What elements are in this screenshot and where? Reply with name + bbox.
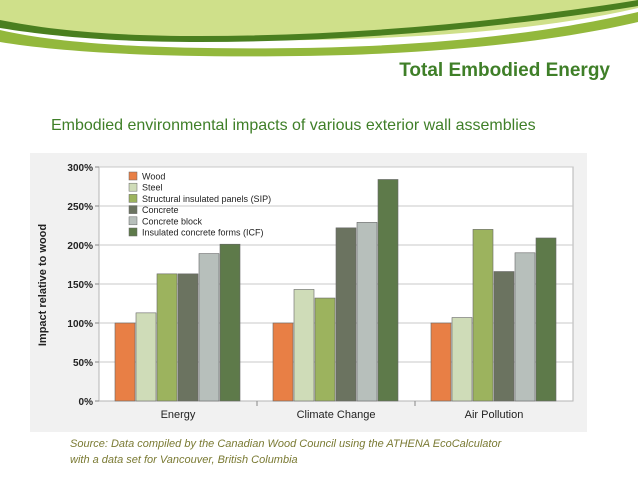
bars bbox=[114, 179, 557, 402]
legend-swatch bbox=[128, 205, 138, 214]
banner-dark-stripe bbox=[0, 0, 638, 42]
header-banner bbox=[0, 0, 638, 57]
bar-structural-insulated-panels-sip-0 bbox=[156, 273, 178, 402]
bar-concrete-block-2 bbox=[514, 252, 536, 402]
bar-concrete-block-1 bbox=[356, 222, 378, 402]
legend-label: Concrete block bbox=[142, 216, 203, 226]
axis-ticks: 0% 50% 100% 150% 200% 250% 300% Energy Climate C… bbox=[67, 163, 523, 421]
legend-label: Steel bbox=[142, 183, 163, 193]
y-tick-label: 50% bbox=[73, 358, 93, 369]
legend-swatch bbox=[128, 216, 138, 226]
bar-insulated-concrete-forms-icf-1 bbox=[377, 179, 399, 402]
y-tick-label: 200% bbox=[67, 241, 93, 252]
bar-insulated-concrete-forms-icf-0 bbox=[219, 243, 241, 402]
banner-mid-stripe bbox=[0, 12, 638, 57]
legend-swatch bbox=[128, 182, 138, 192]
bar-concrete-block-0 bbox=[198, 253, 220, 402]
bar-steel-0 bbox=[135, 312, 157, 402]
y-tick-label: 250% bbox=[67, 202, 93, 213]
bar-steel-2 bbox=[451, 317, 473, 402]
legend-swatch bbox=[128, 171, 138, 181]
legend-swatch bbox=[128, 227, 138, 237]
legend-label: Wood bbox=[142, 172, 165, 182]
x-category-label: Energy bbox=[161, 409, 196, 421]
legend-label: Concrete bbox=[142, 205, 179, 215]
slide-subtitle: Embodied environmental impacts of variou… bbox=[51, 117, 536, 134]
slide-title: Total Embodied Energy bbox=[399, 60, 610, 81]
source-line-1: Source: Data compiled by the Canadian Wo… bbox=[70, 438, 502, 450]
y-tick-label: 100% bbox=[67, 319, 93, 330]
bar-concrete-1 bbox=[335, 227, 357, 402]
source-note: Source: Data compiled by the Canadian Wo… bbox=[70, 436, 501, 468]
bar-insulated-concrete-forms-icf-2 bbox=[535, 237, 557, 402]
source-line-2: with a data set for Vancouver, British C… bbox=[70, 454, 298, 466]
bar-wood-1 bbox=[272, 322, 294, 402]
bar-steel-1 bbox=[293, 289, 315, 402]
y-tick-label: 150% bbox=[67, 280, 93, 291]
banner-light-stripe bbox=[0, 0, 638, 41]
legend-label: Structural insulated panels (SIP) bbox=[142, 194, 271, 204]
bar-concrete-2 bbox=[493, 271, 515, 402]
y-tick-label: 300% bbox=[67, 163, 93, 174]
legend-swatch bbox=[128, 194, 138, 203]
bar-wood-0 bbox=[114, 322, 136, 402]
y-tick-label: 0% bbox=[79, 397, 94, 408]
legend-label: Insulated concrete forms (ICF) bbox=[142, 228, 264, 238]
bar-structural-insulated-panels-sip-1 bbox=[314, 297, 336, 402]
y-axis-title: Impact relative to wood bbox=[37, 224, 49, 346]
bar-concrete-0 bbox=[177, 273, 199, 402]
x-category-label: Climate Change bbox=[297, 409, 376, 421]
bar-wood-2 bbox=[430, 322, 452, 402]
bar-structural-insulated-panels-sip-2 bbox=[472, 229, 494, 402]
x-category-label: Air Pollution bbox=[465, 409, 524, 421]
